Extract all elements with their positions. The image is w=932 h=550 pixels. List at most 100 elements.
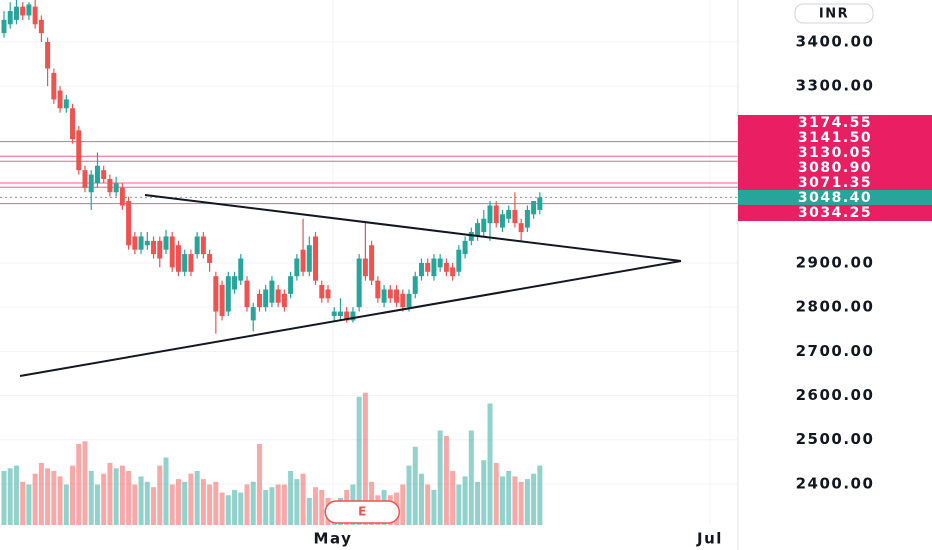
candle-body: [425, 262, 431, 272]
volume-bar: [45, 468, 51, 525]
price-tag-label: 3080.90: [798, 160, 872, 176]
volume-bar: [531, 473, 537, 525]
candle-body: [194, 236, 200, 255]
price-tag-label: 3048.40: [798, 190, 872, 206]
volume-bar: [425, 484, 431, 525]
candle-body: [437, 258, 443, 268]
candle-body: [94, 165, 100, 184]
candle-body: [418, 262, 424, 277]
volume-bar: [418, 473, 424, 525]
price-tag: [738, 205, 932, 221]
candle-body: [82, 170, 88, 188]
volume-bar: [244, 484, 250, 525]
volume-bar: [157, 465, 163, 525]
trendline-upper: [144, 194, 682, 262]
price-tag: [738, 175, 932, 191]
candle-body: [375, 280, 381, 299]
volume-bar: [475, 481, 481, 525]
volume-bar: [107, 462, 113, 525]
candle-body: [225, 276, 231, 312]
event-marker: [324, 500, 401, 524]
volume-layer: [1, 392, 543, 525]
candle-body: [493, 205, 499, 224]
volume-bar: [319, 489, 325, 525]
candle-body: [331, 311, 337, 316]
volume-bar: [487, 403, 493, 525]
volume-bar: [400, 484, 406, 525]
candle-body: [531, 201, 537, 215]
candle-body: [101, 170, 107, 179]
volume-bar: [169, 484, 175, 525]
volume-bar: [238, 492, 244, 525]
currency-box[interactable]: [794, 3, 874, 24]
candle-body: [487, 205, 493, 224]
candle-body: [537, 197, 543, 210]
volume-bar: [20, 481, 26, 525]
volume-bar: [219, 492, 225, 525]
y-tick-label: 2500.00: [796, 430, 875, 448]
candle-body: [157, 240, 163, 259]
candle-body: [313, 236, 319, 281]
candle-body: [1, 19, 7, 34]
candle-body: [450, 267, 456, 277]
volume-bar: [431, 489, 437, 525]
grid: [0, 0, 738, 525]
candle-body: [294, 258, 300, 277]
y-tick-label: 3300.00: [796, 77, 875, 95]
candle-body: [288, 276, 294, 294]
y-tick-label: 2800.00: [796, 298, 875, 316]
volume-bar: [443, 435, 449, 525]
candle-body: [319, 285, 325, 299]
currency: INR: [819, 7, 849, 22]
volume-bar: [151, 487, 157, 525]
volume-bar: [194, 471, 200, 525]
candle-body: [412, 276, 418, 294]
volume-bar: [275, 484, 281, 525]
price-tag: [738, 160, 932, 176]
candle-body: [481, 218, 487, 233]
candle-body: [337, 311, 343, 316]
volume-bar: [456, 484, 462, 525]
candle-body: [238, 258, 244, 281]
candle-body: [213, 276, 219, 312]
candle-body: [269, 280, 275, 303]
candle-body: [175, 245, 181, 272]
candle-body: [200, 236, 206, 255]
price-tag: [738, 115, 932, 131]
candle-body: [13, 6, 19, 20]
volume-bar: [63, 484, 69, 525]
axis-layer: 3400.00 3300.00 2900.00 2800.00 2700.00 2600.…: [314, 32, 932, 548]
candle-body: [400, 293, 406, 308]
volume-bar: [225, 495, 231, 525]
volume-bar: [132, 484, 138, 525]
candle-body: [188, 254, 194, 272]
candle-body: [275, 289, 281, 303]
volume-bar: [506, 471, 512, 525]
candle-body: [45, 41, 51, 69]
volume-bar: [7, 468, 13, 525]
volume-bar: [119, 465, 125, 525]
volume-bar: [144, 481, 150, 525]
candle-body: [369, 245, 375, 281]
candle-body: [356, 258, 362, 308]
price-tag-label: 3130.05: [798, 145, 872, 161]
volume-bar: [82, 441, 88, 525]
price-tag-label: 3174.55: [798, 115, 872, 131]
candle-body: [300, 249, 306, 272]
candle-body: [219, 285, 225, 316]
volume-bar: [356, 396, 362, 525]
candle-body: [151, 240, 157, 255]
volume-bar: [57, 476, 63, 525]
volume-bar: [163, 457, 169, 525]
volume-bar: [412, 446, 418, 525]
candle-body: [350, 311, 356, 321]
volume-bar: [94, 484, 100, 525]
volume-bar: [462, 476, 468, 525]
candle-body: [169, 236, 175, 268]
volume-bar: [76, 444, 82, 525]
volume-bar: [13, 465, 19, 525]
candle-body: [462, 240, 468, 255]
volume-bar: [300, 473, 306, 525]
candle-body: [232, 276, 238, 290]
